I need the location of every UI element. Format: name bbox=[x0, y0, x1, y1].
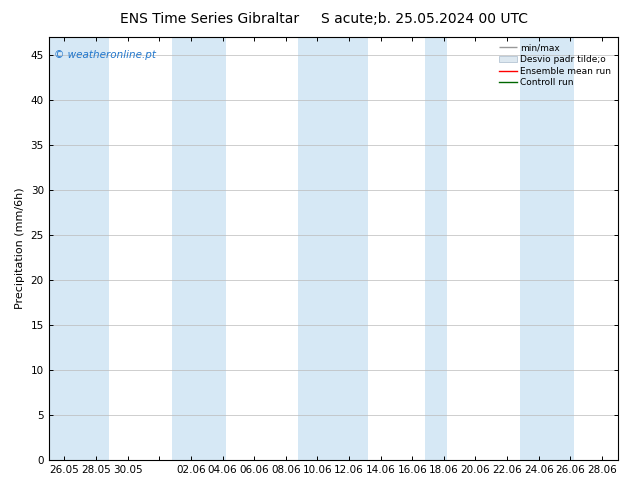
Bar bbox=[299, 37, 368, 460]
Bar bbox=[520, 37, 574, 460]
Text: © weatheronline.pt: © weatheronline.pt bbox=[55, 50, 157, 60]
Y-axis label: Precipitation (mm/6h): Precipitation (mm/6h) bbox=[15, 188, 25, 309]
Bar bbox=[172, 37, 226, 460]
Bar bbox=[49, 37, 109, 460]
Bar bbox=[425, 37, 447, 460]
Text: S acute;b. 25.05.2024 00 UTC: S acute;b. 25.05.2024 00 UTC bbox=[321, 12, 528, 26]
Text: ENS Time Series Gibraltar: ENS Time Series Gibraltar bbox=[120, 12, 299, 26]
Legend: min/max, Desvio padr tilde;o, Ensemble mean run, Controll run: min/max, Desvio padr tilde;o, Ensemble m… bbox=[495, 40, 615, 91]
